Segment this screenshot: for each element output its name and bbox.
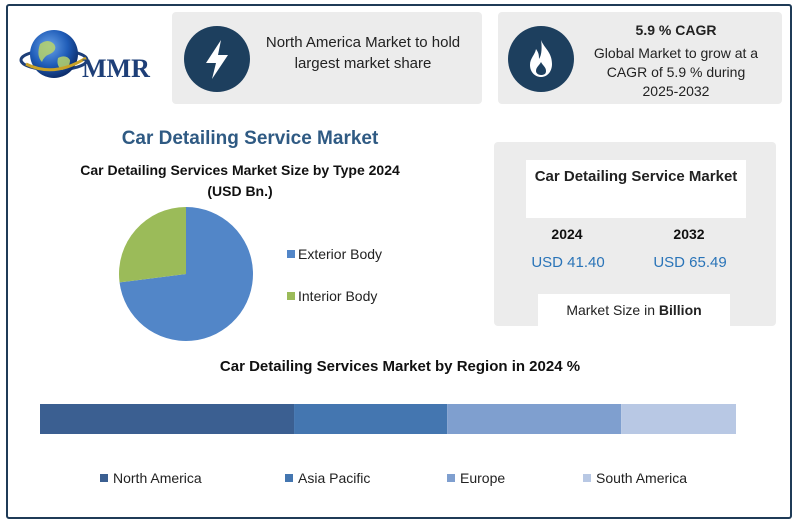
- pie-slice-interior-body: [119, 207, 186, 283]
- pie-chart-title-line: Car Detailing Services Market Size by Ty…: [80, 162, 400, 178]
- north-america-text: North America Market to hold largest mar…: [265, 34, 461, 72]
- legend-label: Asia Pacific: [298, 470, 371, 486]
- region-segment-asia-pacific: [294, 404, 448, 434]
- lightning-bolt-icon: [184, 26, 250, 92]
- region-segment-north-america: [40, 404, 295, 434]
- legend-swatch: [287, 250, 295, 258]
- legend-swatch: [287, 292, 295, 300]
- cagr-title: 5.9 % CAGR: [635, 22, 717, 38]
- value-2032: USD 65.49: [653, 254, 727, 271]
- legend-label: Europe: [460, 470, 506, 486]
- footer-prefix: Market Size in: [566, 302, 659, 318]
- legend-swatch: [100, 474, 108, 482]
- footer-unit: Billion: [658, 302, 702, 318]
- value-2024: USD 41.40: [531, 254, 605, 271]
- legend-label: Interior Body: [298, 288, 378, 304]
- year-2024-label: 2024: [551, 226, 583, 242]
- region-chart-title: Car Detailing Services Market by Region …: [219, 358, 581, 375]
- brand-name: MMR: [82, 54, 150, 83]
- legend-label: South America: [596, 470, 688, 486]
- infographic-frame: [6, 4, 792, 519]
- pie-slice-exterior-body: [119, 207, 253, 341]
- legend-swatch: [285, 474, 293, 482]
- north-america-card: North America Market to hold largest mar…: [172, 12, 482, 104]
- legend-swatch: [583, 474, 591, 482]
- market-size-title: Car Detailing Service Market: [526, 160, 746, 218]
- cagr-card: 5.9 % CAGR Global Market to grow at a CA…: [498, 12, 782, 104]
- legend-label: North America: [113, 470, 202, 486]
- cagr-text: Global Market to grow at a CAGR of 5.9 %…: [593, 45, 759, 99]
- legend-label: Exterior Body: [298, 246, 383, 262]
- pie-chart-title: Car Detailing Services Market Size by Ty…: [60, 160, 420, 202]
- market-size-footer: Market Size in Billion: [538, 294, 730, 326]
- section-title: Car Detailing Service Market: [121, 128, 379, 149]
- pie-chart-subtitle: (USD Bn.): [207, 183, 273, 199]
- region-legend: North America Asia Pacific Europe South …: [0, 468, 800, 488]
- region-stacked-bar: [40, 404, 736, 434]
- year-2032-label: 2032: [673, 226, 705, 242]
- pie-chart: [119, 207, 253, 341]
- brand-logo: MMR: [18, 20, 166, 90]
- flame-icon: [508, 26, 574, 92]
- market-size-card: Car Detailing Service Market 2024 2032 U…: [494, 142, 776, 326]
- legend-swatch: [447, 474, 455, 482]
- region-segment-south-america: [621, 404, 736, 434]
- region-segment-europe: [447, 404, 622, 434]
- globe-icon: [19, 30, 89, 78]
